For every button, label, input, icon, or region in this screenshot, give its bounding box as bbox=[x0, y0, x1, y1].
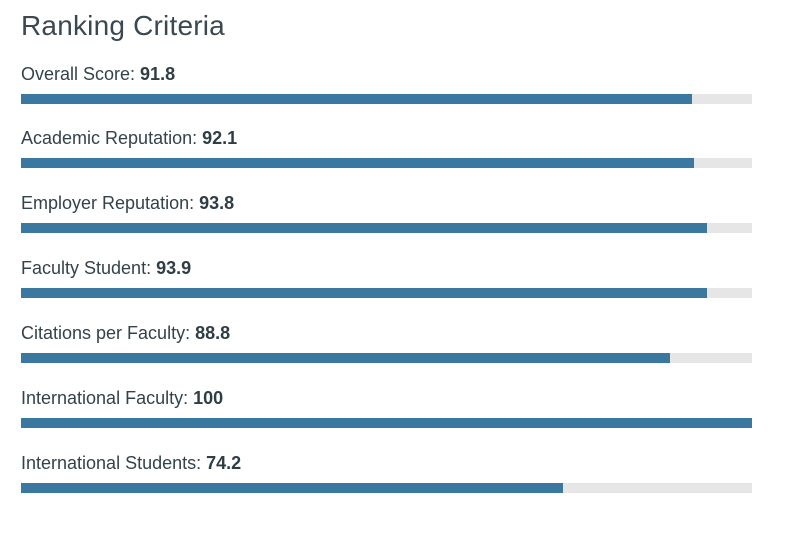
criterion-label: Academic Reputation: bbox=[21, 128, 203, 148]
criterion-label: Employer Reputation: bbox=[21, 193, 200, 213]
criterion-label: International Students: bbox=[21, 453, 207, 473]
criterion-label-line: Academic Reputation: 92.1 bbox=[21, 127, 800, 149]
criterion-employer-reputation: Employer Reputation: 93.8 bbox=[21, 178, 800, 243]
criterion-label: Citations per Faculty: bbox=[21, 323, 196, 343]
criterion-academic-reputation: Academic Reputation: 92.1 bbox=[21, 113, 800, 178]
criterion-value: 100 bbox=[193, 388, 224, 408]
criterion-value: 91.8 bbox=[140, 64, 176, 84]
progress-fill bbox=[21, 353, 671, 363]
criteria-list: Overall Score: 91.8 Academic Reputation:… bbox=[21, 48, 800, 503]
criterion-label-line: International Students: 74.2 bbox=[21, 452, 800, 474]
criterion-value: 93.8 bbox=[199, 193, 235, 213]
criterion-label: Faculty Student: bbox=[21, 258, 157, 278]
criterion-value: 88.8 bbox=[195, 323, 231, 343]
progress-track bbox=[21, 288, 752, 298]
criterion-label-line: Employer Reputation: 93.8 bbox=[21, 192, 800, 214]
progress-fill bbox=[21, 223, 707, 233]
progress-track bbox=[21, 94, 752, 104]
progress-track bbox=[21, 223, 752, 233]
progress-fill bbox=[21, 94, 693, 104]
criterion-international-faculty: International Faculty: 100 bbox=[21, 373, 800, 438]
criterion-label-line: Overall Score: 91.8 bbox=[21, 63, 800, 85]
criterion-international-students: International Students: 74.2 bbox=[21, 438, 800, 503]
progress-fill bbox=[21, 418, 752, 428]
progress-fill bbox=[21, 483, 564, 493]
panel-title: Ranking Criteria bbox=[21, 10, 225, 41]
progress-track bbox=[21, 353, 752, 363]
progress-track bbox=[21, 418, 752, 428]
criterion-label-line: Faculty Student: 93.9 bbox=[21, 257, 800, 279]
criterion-faculty-student: Faculty Student: 93.9 bbox=[21, 243, 800, 308]
criterion-overall-score: Overall Score: 91.8 bbox=[21, 48, 800, 113]
progress-track bbox=[21, 483, 752, 493]
criterion-value: 92.1 bbox=[202, 128, 238, 148]
progress-fill bbox=[21, 288, 708, 298]
criterion-value: 93.9 bbox=[156, 258, 192, 278]
progress-track bbox=[21, 158, 752, 168]
criterion-citations-per-faculty: Citations per Faculty: 88.8 bbox=[21, 308, 800, 373]
criterion-label: Overall Score: bbox=[21, 64, 141, 84]
criterion-value: 74.2 bbox=[206, 453, 242, 473]
criterion-label: International Faculty: bbox=[21, 388, 194, 408]
progress-fill bbox=[21, 158, 695, 168]
criterion-label-line: International Faculty: 100 bbox=[21, 387, 800, 409]
criterion-label-line: Citations per Faculty: 88.8 bbox=[21, 322, 800, 344]
